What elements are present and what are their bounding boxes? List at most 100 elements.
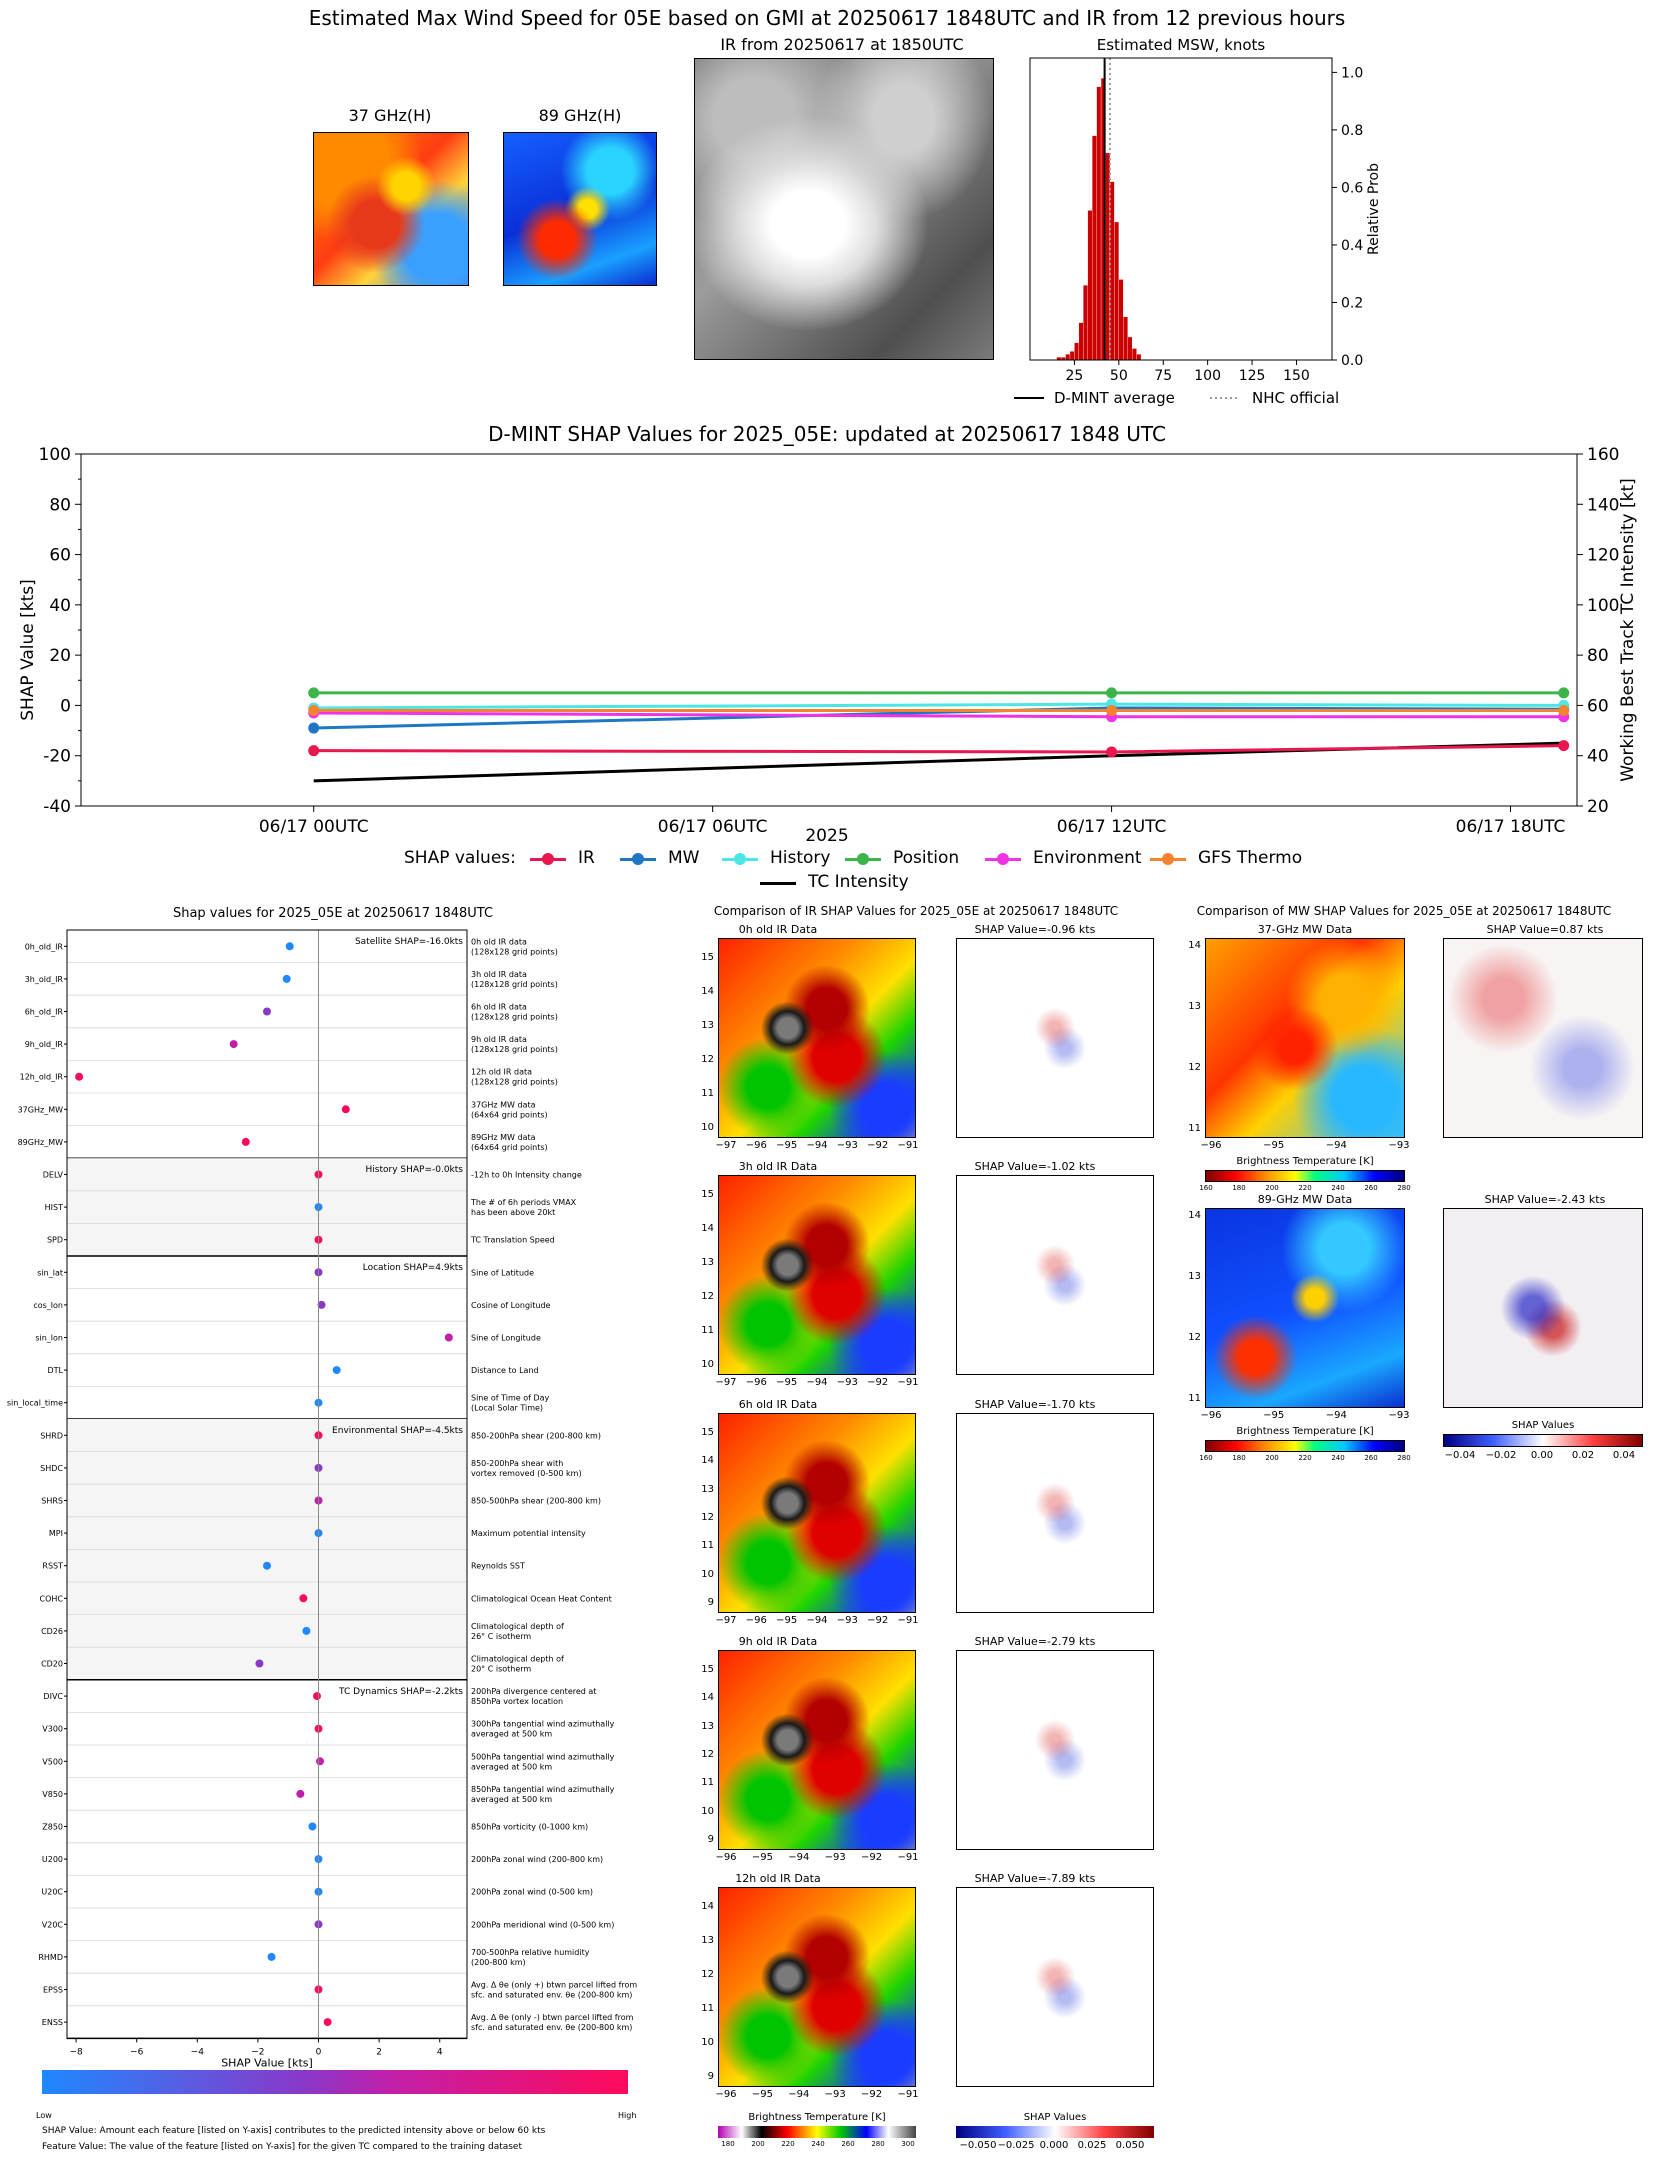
msw-histogram: Estimated MSW, knots 25 50 75 100 125 150 0.0 0.… — [1014, 36, 1380, 407]
histogram-bar — [1092, 135, 1097, 361]
shap-time-chart: -40 -20 0 20 40 60 80 100 20 40 60 80 100 120 140 160 06… — [39, 445, 1620, 837]
ir-xtick-label: −94 — [788, 1852, 810, 1863]
feature-name-Z850: Z850 — [42, 1823, 63, 1832]
mw-bt-colorbar — [1205, 1170, 1405, 1182]
mw-bt-tick: 240 — [1331, 1454, 1345, 1462]
histogram-bar — [1065, 354, 1071, 361]
series-point-ir — [1106, 746, 1118, 758]
shap-time-ylabel-left: SHAP Value [kts] — [18, 579, 38, 721]
mw-xtick-label: −96 — [1200, 1410, 1222, 1421]
shap-time-ytick-right-label: 40 — [1587, 747, 1609, 767]
ir-title: IR from 20250617 at 1850UTC — [720, 35, 964, 54]
mw-xtick-label: −96 — [1200, 1140, 1222, 1151]
legend-prefix: SHAP values: — [404, 848, 516, 868]
feature-desc-EPSS: sfc. and saturated env. θe (200-800 km) — [471, 1991, 632, 2000]
shap-time-xlabel: 2025 — [805, 826, 849, 846]
mw-xtick-label: −95 — [1263, 1140, 1285, 1151]
feature-desc-V500: 500hPa tangential wind azimuthally — [471, 1752, 615, 1761]
ir-data-title: 12h old IR Data — [735, 1872, 821, 1885]
feature-desc-HIST: has been above 20kt — [471, 1208, 555, 1217]
ir-ytick-label: 15 — [701, 1427, 714, 1438]
ir-xtick-label: −92 — [867, 1377, 889, 1388]
shap-time-ytick-label: -40 — [43, 797, 71, 817]
feature-name-HIST: HIST — [45, 1203, 63, 1212]
ir-xtick-label: −93 — [836, 1377, 858, 1388]
feature-name-V850: V850 — [42, 1790, 63, 1799]
ir-shap-image — [956, 1650, 1154, 1850]
histogram-xtick-label: 75 — [1154, 368, 1172, 384]
ir-xtick-label: −94 — [806, 1615, 828, 1626]
mw-shap-title: SHAP Value=0.87 kts — [1486, 923, 1604, 936]
mw-bt-tick: 280 — [1397, 1184, 1411, 1192]
feature-name-COHC: COHC — [40, 1594, 64, 1603]
feature-desc-9h_old_IR: (128x128 grid points) — [471, 1045, 558, 1054]
ir-shap-title: SHAP Value=-0.96 kts — [974, 923, 1096, 936]
mw-xtick-label: −94 — [1325, 1140, 1347, 1151]
ir-shap-tick: 0.000 — [1039, 2140, 1069, 2151]
ir-ytick-label: 10 — [701, 1359, 714, 1370]
shap-time-ylabel-right: Working Best Track TC Intensity [kt] — [1618, 478, 1638, 782]
feature-desc-0h_old_IR: 0h old IR data — [471, 937, 527, 946]
feature-xtick-label: −8 — [69, 2047, 83, 2057]
legend-swatch-history — [722, 853, 758, 865]
ir-comparison-title: Comparison of IR SHAP Values for 2025_05… — [713, 904, 1119, 918]
feature-desc-V300: 300hPa tangential wind azimuthally — [471, 1720, 615, 1729]
mw-ytick-label: 11 — [1188, 1393, 1201, 1404]
ir-ytick-label: 12 — [701, 1291, 714, 1302]
ir-xtick-label: −96 — [715, 1852, 737, 1863]
mw-bt-label: Brightness Temperature [K] — [1236, 1426, 1374, 1437]
feature-desc-sin_lon: Sine of Longitude — [471, 1334, 541, 1343]
mw-ytick-label: 13 — [1188, 1271, 1201, 1282]
feature-name-12h_old_IR: 12h_old_IR — [20, 1073, 64, 1082]
mw-bt-tick: 200 — [1265, 1454, 1279, 1462]
shap-time-xtick-label: 06/17 06UTC — [658, 817, 768, 837]
ir-shap-image — [956, 1175, 1154, 1375]
ir-ytick-label: 14 — [701, 1901, 714, 1912]
legend-swatch-environment — [985, 853, 1021, 865]
shap-time-xtick-label: 06/17 18UTC — [1456, 817, 1566, 837]
ir-xtick-label: −96 — [715, 2089, 737, 2100]
shap-time-frame — [80, 453, 1578, 807]
shap-time-ytick-right-label: 80 — [1587, 646, 1609, 666]
legend-label-mw: MW — [668, 848, 700, 868]
feature-desc-V850: averaged at 500 km — [471, 1795, 552, 1804]
ir-ytick-label: 13 — [701, 1020, 714, 1031]
feature-point-sin_lon — [444, 1333, 453, 1342]
feature-point-RHMD — [267, 1952, 276, 1961]
ir-shap-tick: −0.025 — [997, 2140, 1035, 2151]
ir-ytick-label: 13 — [701, 1720, 714, 1732]
mw89-title: 89 GHz(H) — [538, 106, 622, 125]
feature-name-V500: V500 — [42, 1757, 63, 1766]
ir-xtick-label: −93 — [824, 1852, 846, 1863]
ir-ytick-label: 9 — [707, 1834, 714, 1845]
ir-data-image — [718, 938, 916, 1138]
ir-shap-colorbar — [956, 2126, 1154, 2138]
feature-point-CD20 — [255, 1659, 264, 1668]
ir-xtick-label: −91 — [897, 2089, 919, 2100]
mw-bt-colorbar — [1205, 1440, 1405, 1452]
mw37-image — [313, 132, 469, 286]
mw-shap-tick: −0.04 — [1444, 1450, 1476, 1461]
ir-xtick-label: −91 — [897, 1615, 919, 1626]
feature-desc-6h_old_IR: (128x128 grid points) — [471, 1013, 558, 1022]
ir-ytick-label: 13 — [701, 1257, 714, 1268]
feature-desc-SPD: TC Translation Speed — [470, 1236, 555, 1245]
histogram-bar — [1087, 210, 1093, 361]
histogram-bar — [1074, 342, 1080, 361]
ir-ytick-label: 11 — [701, 1325, 714, 1336]
feature-desc-89GHz_MW: 89GHz MW data — [471, 1133, 536, 1142]
ir-xtick-label: −91 — [897, 1852, 919, 1863]
ir-ytick-label: 15 — [701, 1189, 714, 1200]
feature-value-colorbar — [42, 2070, 628, 2094]
ir-ytick-label: 10 — [701, 1568, 714, 1580]
series-point-position — [308, 687, 320, 699]
feature-point-12h_old_IR — [75, 1072, 84, 1081]
feature-desc-MPI: Maximum potential intensity — [471, 1529, 586, 1538]
ir-xtick-label: −96 — [745, 1140, 767, 1151]
feature-point-37GHz_MW — [341, 1105, 350, 1114]
feature-desc-3h_old_IR: 3h old IR data — [471, 970, 527, 979]
ir-image — [694, 58, 994, 360]
feature-name-ENSS: ENSS — [42, 2018, 63, 2027]
legend-label-tc-intensity: TC Intensity — [808, 872, 909, 892]
ir-ytick-label: 13 — [701, 1483, 714, 1495]
